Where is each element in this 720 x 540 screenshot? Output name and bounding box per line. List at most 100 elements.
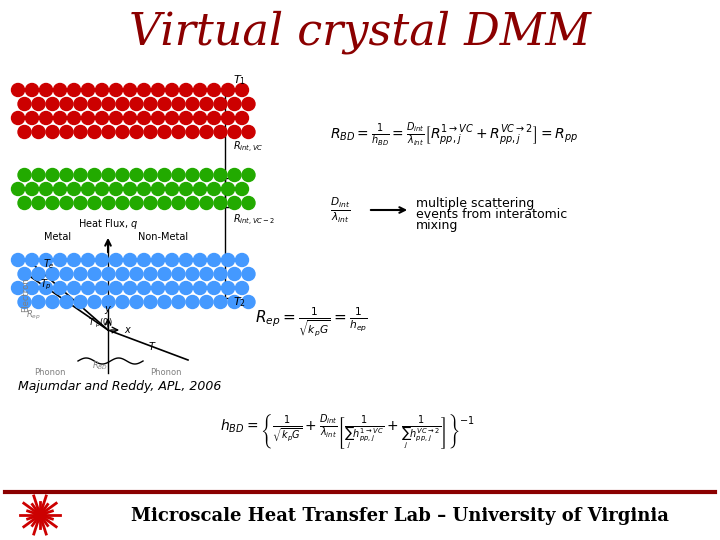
Text: $R_{int,VC}$: $R_{int,VC}$ xyxy=(233,139,264,154)
Circle shape xyxy=(74,295,87,308)
Circle shape xyxy=(179,281,192,294)
Circle shape xyxy=(116,197,129,210)
Circle shape xyxy=(32,168,45,181)
Circle shape xyxy=(207,84,220,97)
Text: $T_2$: $T_2$ xyxy=(233,295,246,309)
Circle shape xyxy=(40,84,53,97)
Circle shape xyxy=(32,267,45,280)
Circle shape xyxy=(151,84,164,97)
Circle shape xyxy=(172,125,185,138)
Circle shape xyxy=(151,281,164,294)
Circle shape xyxy=(186,295,199,308)
Circle shape xyxy=(186,197,199,210)
Circle shape xyxy=(138,183,150,195)
Circle shape xyxy=(74,267,87,280)
Text: $T_e$: $T_e$ xyxy=(43,257,55,271)
Circle shape xyxy=(124,281,137,294)
Circle shape xyxy=(186,98,199,111)
Text: Majumdar and Reddy, APL, 2006: Majumdar and Reddy, APL, 2006 xyxy=(18,380,221,393)
Circle shape xyxy=(88,125,101,138)
Circle shape xyxy=(18,98,31,111)
Text: $y$: $y$ xyxy=(104,304,112,316)
Circle shape xyxy=(53,111,66,125)
Circle shape xyxy=(235,281,248,294)
Circle shape xyxy=(74,98,87,111)
Circle shape xyxy=(60,295,73,308)
Circle shape xyxy=(222,281,235,294)
Circle shape xyxy=(102,168,115,181)
Circle shape xyxy=(194,111,207,125)
Circle shape xyxy=(60,168,73,181)
Circle shape xyxy=(130,267,143,280)
Circle shape xyxy=(102,98,115,111)
Circle shape xyxy=(172,168,185,181)
Circle shape xyxy=(172,98,185,111)
Circle shape xyxy=(60,197,73,210)
Circle shape xyxy=(166,253,179,267)
Circle shape xyxy=(25,253,38,267)
Circle shape xyxy=(102,267,115,280)
Text: mixing: mixing xyxy=(416,219,459,232)
Circle shape xyxy=(200,168,213,181)
Circle shape xyxy=(242,98,255,111)
Circle shape xyxy=(81,84,94,97)
Circle shape xyxy=(18,267,31,280)
Circle shape xyxy=(60,267,73,280)
Circle shape xyxy=(179,111,192,125)
Circle shape xyxy=(242,197,255,210)
Text: Virtual crystal DMM: Virtual crystal DMM xyxy=(129,10,591,54)
Text: $h_{BD} = \left\{\frac{1}{\sqrt{k_p G}} + \frac{D_{int}}{\lambda_{int}}\left[\fr: $h_{BD} = \left\{\frac{1}{\sqrt{k_p G}} … xyxy=(220,413,475,451)
Circle shape xyxy=(200,197,213,210)
Circle shape xyxy=(40,183,53,195)
Text: $T_1$: $T_1$ xyxy=(233,73,246,87)
Circle shape xyxy=(81,253,94,267)
Circle shape xyxy=(53,84,66,97)
Circle shape xyxy=(32,197,45,210)
Circle shape xyxy=(81,281,94,294)
Circle shape xyxy=(124,253,137,267)
Circle shape xyxy=(144,168,157,181)
Text: multiple scattering: multiple scattering xyxy=(416,197,534,210)
Circle shape xyxy=(74,168,87,181)
Circle shape xyxy=(235,111,248,125)
Circle shape xyxy=(96,84,109,97)
Circle shape xyxy=(60,98,73,111)
Circle shape xyxy=(46,168,59,181)
Circle shape xyxy=(25,183,38,195)
Circle shape xyxy=(68,111,81,125)
Circle shape xyxy=(32,98,45,111)
Circle shape xyxy=(200,98,213,111)
Circle shape xyxy=(179,253,192,267)
Circle shape xyxy=(12,111,24,125)
Circle shape xyxy=(166,281,179,294)
Circle shape xyxy=(102,295,115,308)
Circle shape xyxy=(25,111,38,125)
Text: $T$: $T$ xyxy=(148,340,156,352)
Circle shape xyxy=(235,183,248,195)
Circle shape xyxy=(172,267,185,280)
Circle shape xyxy=(151,111,164,125)
Circle shape xyxy=(124,84,137,97)
Circle shape xyxy=(242,168,255,181)
Text: $R_{ep} = \frac{1}{\sqrt{k_p G}} = \frac{1}{h_{ep}}$: $R_{ep} = \frac{1}{\sqrt{k_p G}} = \frac… xyxy=(255,306,368,339)
Circle shape xyxy=(242,295,255,308)
Circle shape xyxy=(235,253,248,267)
Circle shape xyxy=(144,267,157,280)
Circle shape xyxy=(109,111,122,125)
Text: $R_{int,VC-2}$: $R_{int,VC-2}$ xyxy=(233,212,276,227)
Circle shape xyxy=(166,84,179,97)
Circle shape xyxy=(40,111,53,125)
Text: Microscale Heat Transfer Lab – University of Virginia: Microscale Heat Transfer Lab – Universit… xyxy=(131,507,669,525)
Circle shape xyxy=(81,183,94,195)
Circle shape xyxy=(179,84,192,97)
Circle shape xyxy=(18,168,31,181)
Circle shape xyxy=(88,267,101,280)
Circle shape xyxy=(68,281,81,294)
Circle shape xyxy=(194,84,207,97)
Circle shape xyxy=(158,295,171,308)
Circle shape xyxy=(124,183,137,195)
Circle shape xyxy=(200,267,213,280)
Circle shape xyxy=(96,111,109,125)
Text: Heat Flux, $q$: Heat Flux, $q$ xyxy=(78,217,138,231)
Circle shape xyxy=(228,98,241,111)
